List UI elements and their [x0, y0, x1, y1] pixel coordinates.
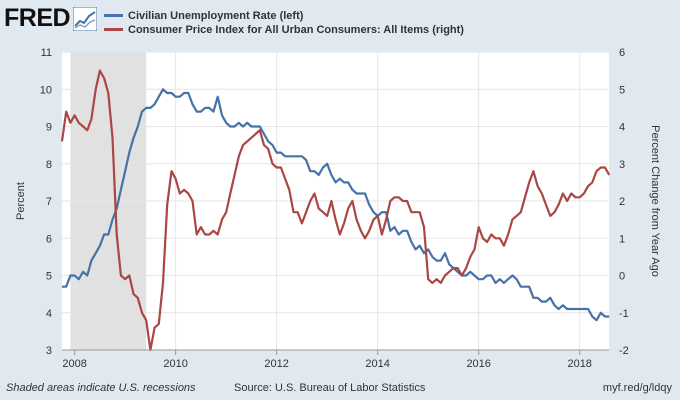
y-right-tick-label: 2 [619, 196, 625, 208]
y-left-tick-label: 11 [41, 47, 52, 59]
legend-swatch-cpi [104, 27, 123, 31]
x-tick-label: 2012 [264, 358, 288, 370]
cpi-change-line [60, 69, 611, 352]
x-tick-label: 2008 [62, 358, 86, 370]
source-note: Source: U.S. Bureau of Labor Statistics [234, 382, 426, 394]
fred-logo[interactable]: FRED [4, 4, 71, 32]
recession-note: Shaded areas indicate U.S. recessions [6, 382, 196, 394]
y-left-tick-label: 9 [46, 122, 52, 134]
axes: 3 4 5 6 7 8 9 10 11 -2 -1 0 1 2 3 4 5 6 2008 2010 2012 2014 20… [40, 47, 629, 370]
y-right-tick-label: 0 [619, 271, 625, 283]
y-left-axis-title: Percent [15, 182, 27, 220]
unemployment-rate-line [62, 88, 610, 322]
logo-graph-icon [73, 7, 97, 31]
y-right-tick-label: 6 [619, 47, 625, 59]
legend-item-unemployment: Civilian Unemployment Rate (left) [104, 10, 303, 23]
y-left-tick-label: 7 [46, 196, 52, 208]
y-left-tick-label: 8 [46, 159, 52, 171]
y-right-tick-label: -1 [619, 308, 629, 320]
y-left-tick-label: 5 [46, 271, 52, 283]
gridlines [62, 51, 609, 351]
legend-item-cpi: Consumer Price Index for All Urban Consu… [104, 24, 464, 37]
header: FRED Civilian Unemployment Rate (left) C… [0, 0, 680, 40]
y-right-tick-label: -2 [619, 345, 629, 357]
y-right-tick-label: 4 [619, 122, 625, 134]
x-tick-label: 2010 [163, 358, 187, 370]
y-left-tick-label: 3 [46, 345, 52, 357]
legend-swatch-unemployment [104, 13, 123, 17]
x-tick-label: 2014 [365, 358, 389, 370]
y-right-tick-label: 3 [619, 159, 625, 171]
y-right-tick-label: 5 [619, 84, 625, 96]
y-left-tick-label: 4 [46, 308, 52, 320]
chart: 3 4 5 6 7 8 9 10 11 -2 -1 0 1 2 3 4 5 6 2008 2010 2012 2014 20… [15, 47, 661, 370]
x-tick-label: 2016 [466, 358, 490, 370]
y-left-tick-label: 6 [46, 233, 52, 245]
y-right-tick-label: 1 [619, 233, 625, 245]
legend-label-unemployment: Civilian Unemployment Rate (left) [128, 10, 304, 22]
x-tick-label: 2018 [567, 358, 591, 370]
y-left-tick-label: 10 [40, 84, 52, 96]
legend-label-cpi: Consumer Price Index for All Urban Consu… [128, 24, 464, 36]
series-lines [60, 69, 611, 352]
short-url-link[interactable]: myf.red/g/ldqy [602, 382, 672, 394]
y-right-axis-title: Percent Change from Year Ago [649, 125, 661, 277]
